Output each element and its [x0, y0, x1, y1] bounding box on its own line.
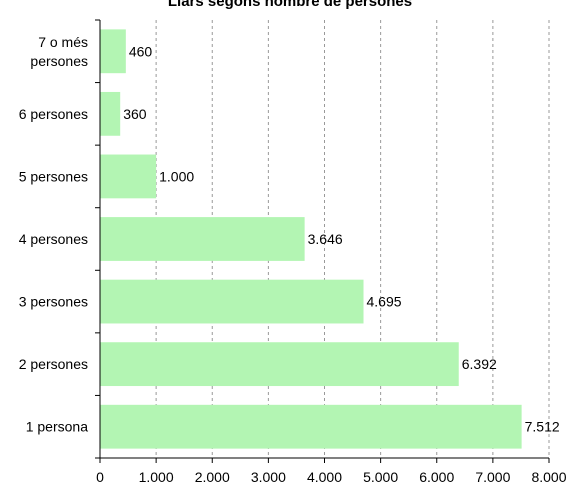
data-label: 1.000 — [159, 168, 194, 184]
x-tick-label: 5.000 — [363, 469, 398, 485]
bar — [100, 404, 522, 449]
data-label: 3.646 — [308, 231, 343, 247]
bar — [100, 342, 459, 387]
bar — [100, 279, 364, 324]
labels: 460 360 1.000 3.646 4.695 6.392 7.512 0 1.000 2.0… — [19, 34, 567, 485]
x-tick-label: 0 — [96, 469, 104, 485]
x-tick-label: 4.000 — [307, 469, 342, 485]
data-label: 6.392 — [462, 356, 497, 372]
bar — [100, 154, 157, 199]
bar — [100, 217, 305, 261]
x-tick-label: 6.000 — [419, 469, 454, 485]
category-label: 2 persones — [19, 356, 88, 372]
bar — [100, 29, 126, 74]
data-label: 360 — [123, 106, 147, 122]
category-label: 7 o més persones — [30, 34, 88, 69]
category-label: 1 persona — [26, 419, 88, 435]
category-label: 5 persones — [19, 168, 88, 184]
x-tick-label: 3.000 — [251, 469, 286, 485]
gridlines — [155, 20, 550, 458]
data-label: 460 — [129, 43, 153, 59]
category-label: 3 persones — [19, 294, 88, 310]
bar — [100, 91, 121, 136]
data-label: 7.512 — [525, 419, 560, 435]
bars — [100, 29, 522, 449]
data-label: 4.695 — [367, 294, 402, 310]
category-label: 4 persones — [19, 231, 88, 247]
x-tick-label: 1.000 — [139, 469, 174, 485]
x-tick-label: 7.000 — [475, 469, 510, 485]
category-label: 6 persones — [19, 106, 88, 122]
x-tick-label: 8.000 — [531, 469, 566, 485]
chart-title: Llars segons nombre de persones — [168, 0, 412, 10]
axes — [95, 19, 550, 463]
x-tick-label: 2.000 — [195, 469, 230, 485]
